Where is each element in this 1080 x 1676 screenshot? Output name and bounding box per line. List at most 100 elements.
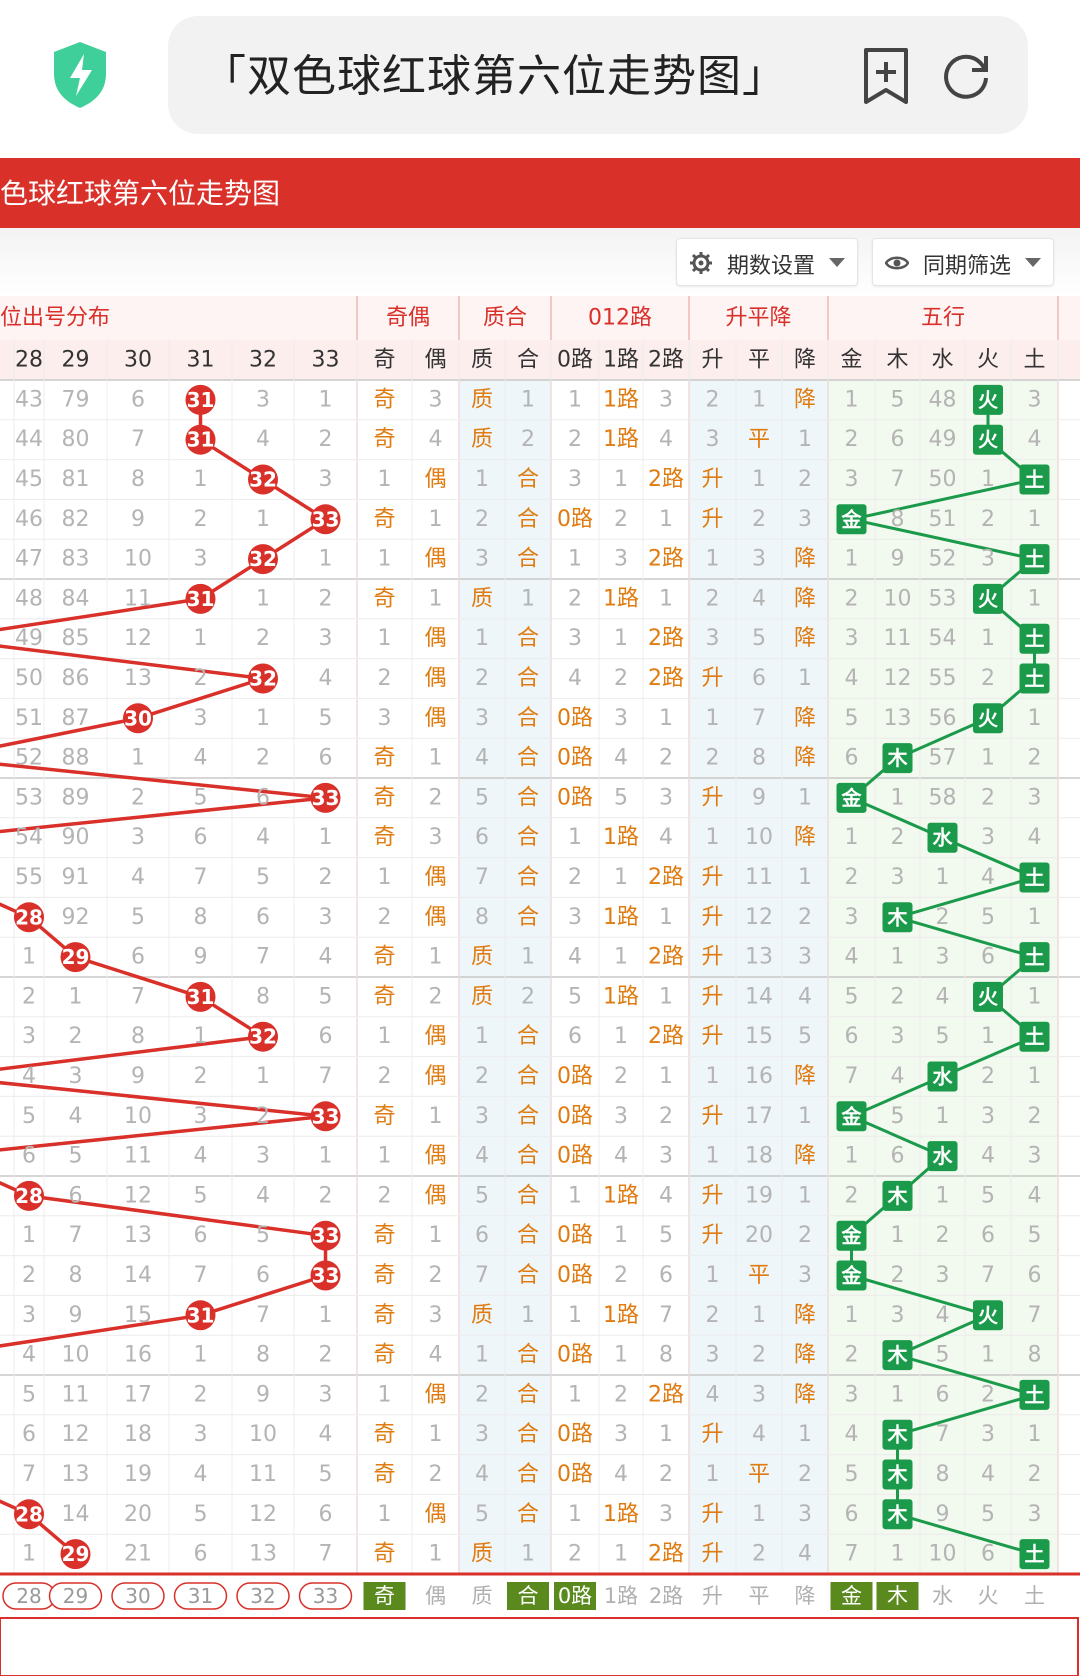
omission-count: 13 xyxy=(124,1223,152,1248)
footer-selector[interactable]: 32 xyxy=(236,1582,290,1610)
omission-count: 53 xyxy=(15,785,43,810)
footer-selected-bg[interactable] xyxy=(507,1582,549,1610)
footer-selected-bg[interactable] xyxy=(554,1582,596,1610)
omission-count: 1 xyxy=(22,1542,36,1567)
attribute-hit: 合 xyxy=(517,746,539,771)
footer-selector[interactable]: 33 xyxy=(298,1582,353,1610)
footer-selector[interactable]: 2路 xyxy=(649,1584,683,1608)
footer-selected-bg[interactable] xyxy=(830,1582,873,1610)
omission-count: 2 xyxy=(845,865,859,890)
omission-count: 52 xyxy=(929,547,957,572)
shield-bolt-icon[interactable] xyxy=(50,40,110,110)
omission-count: 8 xyxy=(194,905,208,930)
omission-count: 5 xyxy=(981,1183,995,1208)
add-bookmark-icon[interactable] xyxy=(858,46,914,106)
footer-selector[interactable]: 降 xyxy=(795,1584,816,1608)
omission-count: 2 xyxy=(378,666,392,691)
footer-selector[interactable]: 0路 xyxy=(554,1582,596,1610)
period-settings-dropdown[interactable]: 期数设置 xyxy=(676,238,858,286)
omission-count: 1 xyxy=(706,547,720,572)
footer-selector[interactable]: 合 xyxy=(507,1582,549,1610)
omission-count: 7 xyxy=(194,865,208,890)
attribute-hit: 合 xyxy=(517,1024,539,1049)
attribute-hit: 升 xyxy=(701,1422,723,1447)
attribute-hit: 奇 xyxy=(373,1542,395,1567)
omission-count: 3 xyxy=(319,1382,333,1407)
footer-attribute: 火 xyxy=(978,1584,999,1608)
omission-count: 4 xyxy=(981,1144,995,1169)
omission-count: 20 xyxy=(745,1223,773,1248)
footer-selector[interactable]: 土 xyxy=(1024,1584,1045,1608)
drawn-ball-number: 29 xyxy=(62,1542,90,1566)
footer-selector[interactable]: 28 xyxy=(2,1582,56,1610)
footer-selected-bg[interactable] xyxy=(363,1582,406,1610)
omission-count: 1 xyxy=(378,467,392,492)
column-header: 0路 xyxy=(557,348,593,373)
footer-number-pill[interactable] xyxy=(173,1582,228,1610)
footer-selector[interactable]: 1路 xyxy=(604,1584,638,1608)
trend-line-segment xyxy=(199,1273,327,1317)
attribute-hit: 升 xyxy=(701,1024,723,1049)
address-bar[interactable]: 「双色球红球第六位走势图」 xyxy=(168,16,1028,134)
footer-number-pill[interactable] xyxy=(298,1582,353,1610)
omission-count: 1 xyxy=(798,666,812,691)
attribute-hit: 1路 xyxy=(603,387,639,412)
omission-count: 6 xyxy=(131,387,145,412)
footer-selector[interactable]: 水 xyxy=(932,1584,953,1608)
omission-count: 2 xyxy=(845,1183,859,1208)
omission-count: 3 xyxy=(194,706,208,731)
omission-count: 1 xyxy=(568,825,582,850)
drawn-ball-number: 33 xyxy=(312,507,340,531)
omission-count: 3 xyxy=(614,1422,628,1447)
omission-count: 4 xyxy=(936,1303,950,1328)
period-settings-label: 期数设置 xyxy=(727,254,816,279)
omission-count: 2 xyxy=(194,666,208,691)
omission-count: 6 xyxy=(194,1223,208,1248)
footer-selector[interactable]: 奇 xyxy=(363,1582,406,1610)
wuxing-hit xyxy=(973,1300,1003,1331)
omission-count: 56 xyxy=(929,706,957,731)
omission-count: 1 xyxy=(521,387,535,412)
footer-selector[interactable]: 金 xyxy=(830,1582,873,1610)
attribute-hit: 降 xyxy=(794,1064,816,1089)
footer-selector[interactable]: 偶 xyxy=(425,1584,446,1608)
attribute-hit: 合 xyxy=(517,706,539,731)
omission-count: 1 xyxy=(256,507,270,532)
attribute-hit: 合 xyxy=(517,1144,539,1169)
omission-count: 4 xyxy=(891,1064,905,1089)
drawn-ball-number: 31 xyxy=(187,985,215,1009)
same-period-filter-dropdown[interactable]: 同期筛选 xyxy=(872,238,1054,286)
footer-selector[interactable]: 30 xyxy=(111,1582,165,1610)
footer-selector[interactable]: 31 xyxy=(173,1582,228,1610)
omission-count: 2 xyxy=(378,905,392,930)
wuxing-trend-segment xyxy=(896,716,989,760)
footer-number-pill[interactable] xyxy=(111,1582,165,1610)
footer-selector[interactable]: 升 xyxy=(702,1584,723,1608)
omission-count: 1 xyxy=(659,984,673,1009)
attribute-hit: 奇 xyxy=(373,1223,395,1248)
footer-selector[interactable]: 木 xyxy=(876,1582,919,1610)
footer-selector[interactable]: 平 xyxy=(749,1584,770,1608)
omission-count: 9 xyxy=(936,1502,950,1527)
wuxing-hit-label: 水 xyxy=(933,1144,954,1168)
refresh-icon[interactable] xyxy=(938,48,994,104)
omission-count: 1 xyxy=(614,467,628,492)
omission-count: 1 xyxy=(614,1223,628,1248)
footer-selector[interactable]: 质 xyxy=(472,1584,493,1608)
footer-selector[interactable]: 29 xyxy=(48,1582,103,1610)
wuxing-hit-label: 金 xyxy=(841,1264,863,1288)
omission-count: 3 xyxy=(1028,1502,1042,1527)
footer-selected-bg[interactable] xyxy=(876,1582,919,1610)
omission-count: 4 xyxy=(845,1422,859,1447)
wuxing-trend-segment xyxy=(896,1313,989,1357)
omission-count: 1 xyxy=(1028,1422,1042,1447)
trend-line-segment xyxy=(0,716,139,748)
footer-number-pill[interactable] xyxy=(48,1582,103,1610)
omission-count: 9 xyxy=(131,1064,145,1089)
attribute-hit: 平 xyxy=(748,427,770,452)
footer-number-pill[interactable] xyxy=(236,1582,290,1610)
footer-selector[interactable]: 火 xyxy=(978,1584,999,1608)
attribute-hit: 2路 xyxy=(648,1542,684,1567)
omission-count: 10 xyxy=(884,586,912,611)
omission-count: 1 xyxy=(659,1422,673,1447)
